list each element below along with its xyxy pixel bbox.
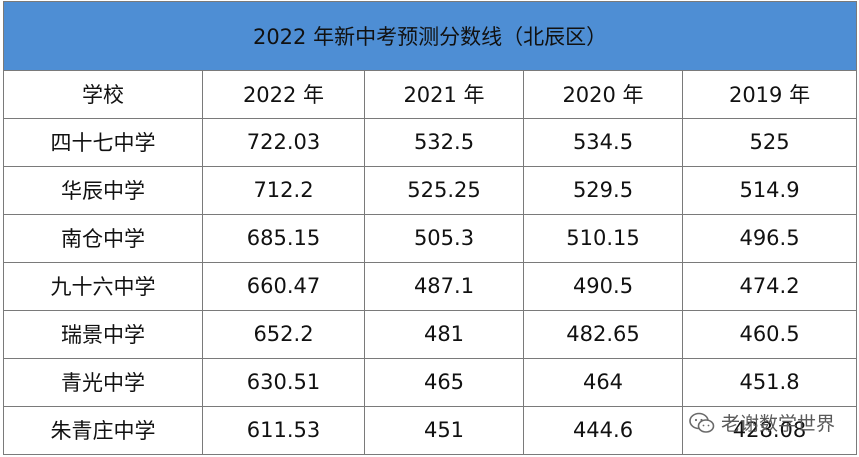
header-cell: 2022 年: [202, 69, 365, 119]
table-row: 南仓中学 685.15 505.3 510.15 496.5: [3, 213, 858, 263]
school-name: 朱青庄中学: [3, 405, 203, 456]
score-cell: 712.2: [202, 165, 365, 215]
table-row: 四十七中学 722.03 532.5 534.5 525: [3, 117, 858, 167]
score-cell: 685.15: [202, 213, 365, 263]
school-name: 青光中学: [3, 357, 203, 407]
score-cell: 722.03: [202, 117, 365, 167]
score-cell: 482.65: [523, 309, 683, 359]
school-name: 华辰中学: [3, 165, 203, 215]
score-cell: 481: [364, 309, 524, 359]
score-cell: 514.9: [681, 165, 858, 215]
score-cell: 451: [364, 405, 524, 456]
score-cell: 464: [523, 357, 683, 407]
score-cell: 487.1: [364, 261, 524, 311]
score-cell: 474.2: [681, 261, 858, 311]
score-cell: 652.2: [202, 309, 365, 359]
header-row: 学校 2022 年 2021 年 2020 年 2019 年: [3, 69, 858, 119]
score-cell: 525: [681, 117, 858, 167]
score-cell: 534.5: [523, 117, 683, 167]
score-cell: 630.51: [202, 357, 365, 407]
watermark: 老谢数学世界: [689, 409, 835, 436]
watermark-text: 老谢数学世界: [720, 413, 835, 435]
score-cell: 496.5: [681, 213, 858, 263]
table-title: 2022 年新中考预测分数线（北辰区）: [2, 1, 858, 71]
score-cell: 465: [364, 357, 524, 407]
score-cell: 611.53: [202, 405, 365, 456]
score-cell: 525.25: [364, 165, 524, 215]
header-cell: 2020 年: [523, 69, 683, 119]
header-cell: 2021 年: [364, 69, 524, 119]
table-row: 瑞景中学 652.2 481 482.65 460.5: [3, 309, 858, 359]
table-row: 华辰中学 712.2 525.25 529.5 514.9: [3, 165, 858, 215]
table-row: 九十六中学 660.47 487.1 490.5 474.2: [3, 261, 858, 311]
wechat-icon: [689, 412, 715, 433]
school-name: 南仓中学: [3, 213, 203, 263]
score-cell: 660.47: [202, 261, 365, 311]
header-cell: 2019 年: [681, 69, 858, 119]
score-cell: 529.5: [523, 165, 683, 215]
school-name: 四十七中学: [3, 117, 203, 167]
score-cell: 505.3: [364, 213, 524, 263]
table-row: 朱青庄中学 611.53 451 444.6 428.08: [3, 405, 858, 456]
score-cell: 460.5: [681, 309, 858, 359]
score-cell: 490.5: [523, 261, 683, 311]
score-cell: 532.5: [364, 117, 524, 167]
table-row: 青光中学 630.51 465 464 451.8: [3, 357, 858, 407]
score-cell: 444.6: [523, 405, 683, 456]
score-cell: 451.8: [681, 357, 858, 407]
header-cell: 学校: [3, 69, 203, 119]
school-name: 九十六中学: [3, 261, 203, 311]
score-cell: 510.15: [523, 213, 683, 263]
school-name: 瑞景中学: [3, 309, 203, 359]
title-row: 2022 年新中考预测分数线（北辰区）: [2, 1, 858, 71]
